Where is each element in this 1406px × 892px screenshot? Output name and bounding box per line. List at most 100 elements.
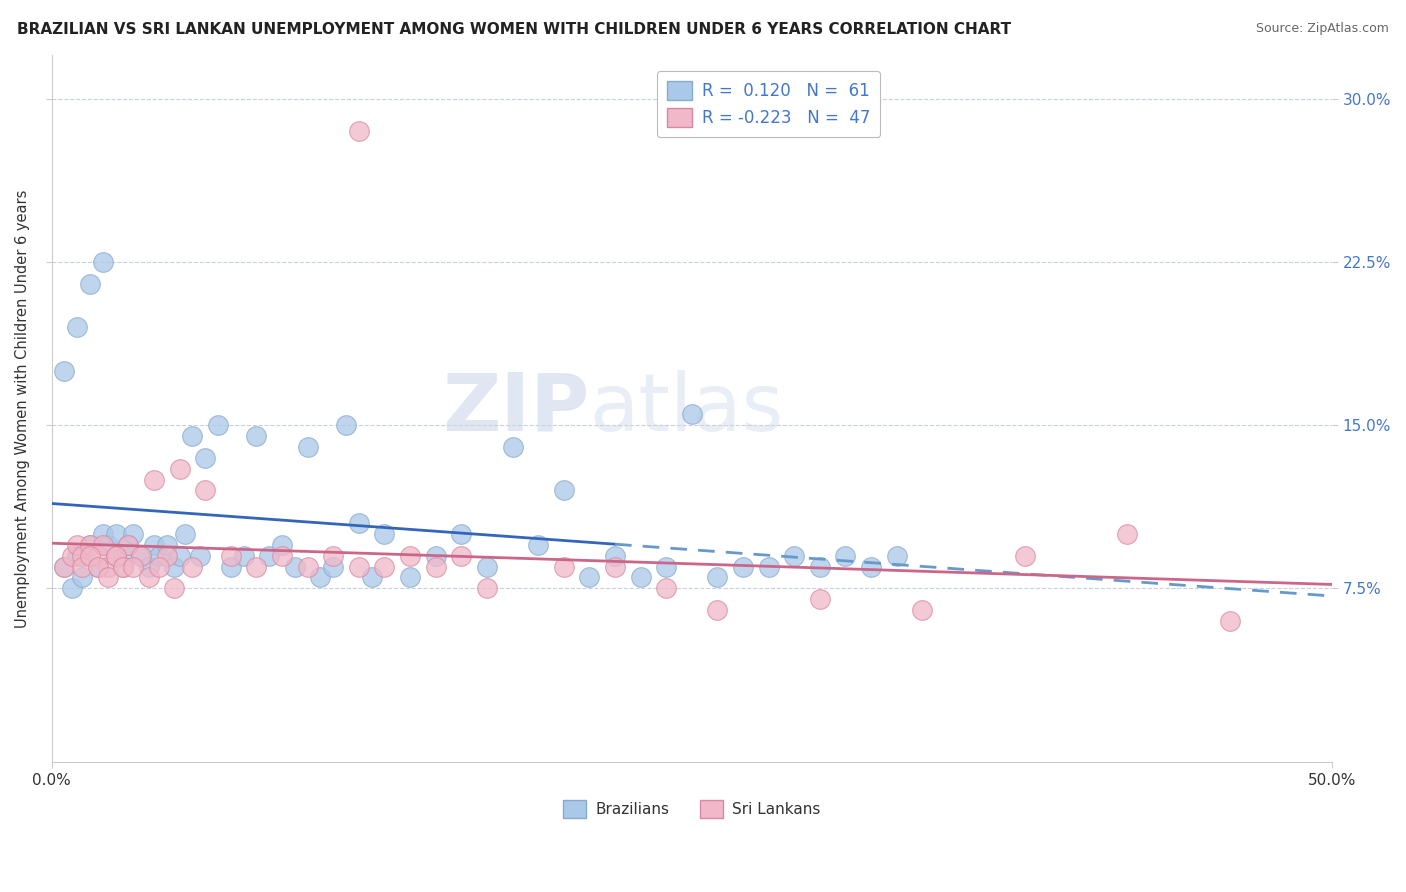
Point (169, 549, 191, 563)
Point (219, 559, 242, 574)
Point (322, 559, 344, 574)
Point (808, 559, 831, 574)
Point (129, 549, 152, 563)
Y-axis label: Unemployment Among Women with Children Under 6 years: Unemployment Among Women with Children U… (15, 190, 30, 628)
Point (553, 559, 575, 574)
Point (148, 559, 170, 574)
Point (86, 549, 108, 563)
Point (97, 570, 120, 584)
Point (655, 559, 678, 574)
Point (129, 549, 152, 563)
Text: ZIP: ZIP (441, 370, 589, 448)
Point (60, 549, 83, 563)
Point (79, 538, 101, 552)
Point (194, 483, 217, 498)
Point (347, 559, 370, 574)
Point (79, 277, 101, 291)
Point (706, 603, 728, 617)
Point (91, 527, 114, 541)
Point (425, 549, 447, 563)
Point (911, 603, 934, 617)
Point (163, 582, 186, 596)
Point (335, 418, 357, 433)
Point (86, 559, 108, 574)
Point (232, 549, 254, 563)
Point (630, 570, 652, 584)
Point (60, 582, 83, 596)
Point (138, 559, 160, 574)
Point (860, 559, 883, 574)
Point (578, 570, 600, 584)
Point (181, 429, 204, 443)
Point (72, 570, 94, 584)
Point (1014, 549, 1036, 563)
Point (91, 255, 114, 269)
Point (758, 559, 780, 574)
Point (360, 570, 382, 584)
Text: atlas: atlas (589, 370, 783, 448)
Text: Source: ZipAtlas.com: Source: ZipAtlas.com (1256, 22, 1389, 36)
Point (117, 538, 139, 552)
Point (399, 549, 422, 563)
Point (309, 570, 332, 584)
Point (347, 516, 370, 530)
Point (322, 549, 344, 563)
Point (156, 538, 179, 552)
Point (72, 549, 94, 563)
Point (245, 429, 267, 443)
Point (148, 549, 170, 563)
Point (143, 538, 166, 552)
Legend: Brazilians, Sri Lankans: Brazilians, Sri Lankans (555, 793, 828, 825)
Point (783, 549, 806, 563)
Point (79, 538, 101, 552)
Point (731, 559, 754, 574)
Point (1116, 527, 1139, 541)
Point (66, 549, 89, 563)
Point (886, 549, 908, 563)
Point (181, 559, 204, 574)
Point (112, 559, 135, 574)
Point (66, 538, 89, 552)
Point (112, 559, 135, 574)
Point (207, 418, 229, 433)
Point (53, 559, 76, 574)
Point (53, 364, 76, 378)
Point (373, 559, 395, 574)
Point (79, 549, 101, 563)
Point (97, 538, 120, 552)
Point (104, 527, 127, 541)
Point (138, 570, 160, 584)
Point (475, 582, 498, 596)
Point (163, 559, 186, 574)
Point (143, 473, 166, 487)
Point (297, 559, 319, 574)
Point (194, 450, 217, 465)
Point (706, 570, 728, 584)
Point (117, 538, 139, 552)
Point (450, 549, 472, 563)
Point (91, 538, 114, 552)
Point (53, 559, 76, 574)
Point (297, 440, 319, 454)
Point (219, 549, 242, 563)
Point (271, 549, 294, 563)
Point (425, 559, 447, 574)
Point (553, 483, 575, 498)
Point (169, 461, 191, 475)
Point (66, 320, 89, 334)
Point (603, 559, 626, 574)
Point (681, 407, 703, 421)
Point (122, 527, 145, 541)
Point (97, 559, 120, 574)
Point (122, 559, 145, 574)
Point (808, 592, 831, 607)
Point (112, 549, 135, 563)
Point (834, 549, 856, 563)
Point (450, 527, 472, 541)
Point (104, 549, 127, 563)
Point (475, 559, 498, 574)
Point (245, 559, 267, 574)
Point (527, 538, 550, 552)
Point (284, 559, 307, 574)
Point (502, 440, 524, 454)
